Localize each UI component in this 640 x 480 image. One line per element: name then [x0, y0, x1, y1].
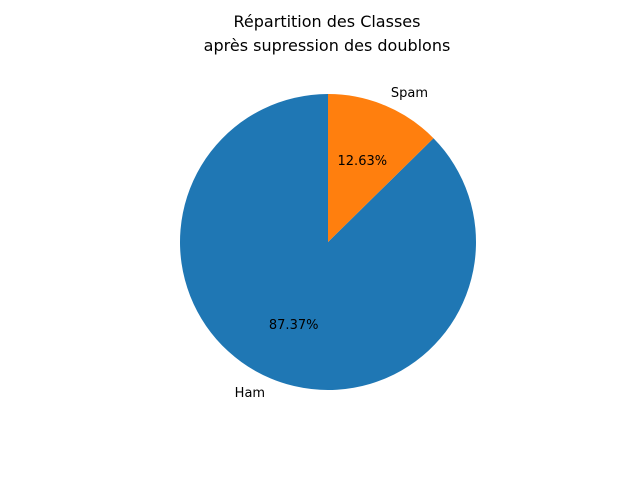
- pie-labels: Ham 87.37% Spam 12.63%: [235, 86, 428, 401]
- chart-title-line-1: Répartition des Classes: [234, 12, 421, 31]
- percent-label-ham: 87.37%: [269, 318, 319, 333]
- chart-title-line-2: après supression des doublons: [204, 36, 451, 55]
- slice-label-ham: Ham: [235, 386, 265, 401]
- pie-slice-spam: [328, 94, 434, 242]
- slice-label-spam: Spam: [391, 86, 428, 101]
- chart-title: Répartition des Classes après supression…: [204, 12, 451, 55]
- pie-slices: [180, 94, 476, 390]
- percent-label-spam: 12.63%: [338, 154, 388, 169]
